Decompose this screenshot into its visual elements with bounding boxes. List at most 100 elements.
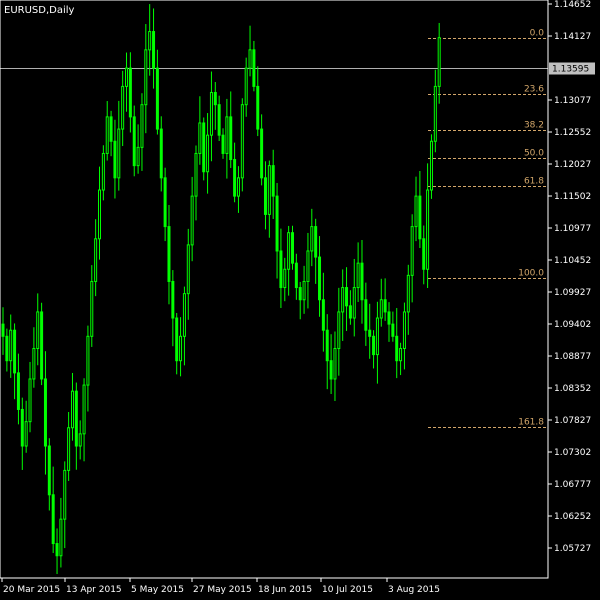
candle [5, 328, 9, 372]
fib-level-label: 61.8 [524, 177, 544, 187]
x-tick-label: 13 Apr 2015 [66, 585, 122, 595]
candle [387, 302, 391, 342]
candle [410, 214, 414, 303]
candle [291, 225, 294, 270]
candle [260, 114, 264, 186]
candle [159, 116, 163, 192]
candle [271, 149, 275, 220]
candle [314, 218, 318, 284]
candle [175, 312, 179, 375]
candle [302, 265, 306, 314]
candle [140, 93, 144, 171]
candle [217, 95, 221, 141]
candle [233, 142, 237, 203]
candle [36, 293, 40, 366]
candle [55, 528, 59, 575]
candle [352, 258, 356, 337]
candle [395, 308, 399, 379]
candle [383, 278, 387, 321]
y-tick-label: 1.10452 [554, 256, 591, 266]
candle [86, 325, 90, 412]
symbol-label: EURUSD,Daily [4, 5, 75, 16]
candle [399, 342, 403, 376]
candle [298, 281, 302, 320]
y-tick-label: 1.14127 [554, 32, 591, 42]
candle [167, 204, 171, 305]
candle [74, 382, 78, 470]
current-price-label: 1.13595 [552, 65, 589, 75]
candle [152, 8, 156, 89]
candle [43, 351, 47, 475]
y-tick-label: 1.13077 [554, 96, 591, 106]
candle [9, 314, 13, 378]
candle [329, 334, 333, 394]
candle [244, 57, 248, 117]
candle [236, 166, 240, 213]
x-tick-label: 18 Jun 2015 [258, 585, 312, 595]
candle [163, 167, 167, 242]
candle [402, 302, 406, 370]
x-tick-label: 3 Aug 2015 [388, 585, 440, 595]
candle [113, 119, 117, 199]
current-price-marker: 1.13595 [549, 62, 595, 75]
candle [121, 70, 125, 147]
fib-level-label: 161.8 [518, 418, 544, 428]
candle [16, 353, 20, 425]
candle [221, 128, 225, 159]
candle [101, 145, 105, 201]
candle [148, 4, 152, 76]
candle [1, 307, 5, 355]
candle [70, 372, 74, 441]
x-tick-label: 5 May 2015 [131, 585, 184, 595]
candle [117, 100, 121, 191]
candle [213, 82, 217, 130]
candle [125, 52, 129, 112]
candle [318, 236, 322, 317]
y-tick-label: 1.11502 [554, 192, 591, 202]
y-tick-label: 1.14652 [554, 0, 591, 10]
candle [98, 166, 101, 260]
candle [229, 91, 233, 168]
time-axis: 20 Mar 2015 13 Apr 2015 5 May 2015 27 May 2… [1, 578, 440, 595]
y-tick-label: 1.07827 [554, 416, 591, 426]
candle [341, 269, 345, 341]
y-tick-label: 1.08877 [554, 352, 591, 362]
candle [144, 24, 148, 134]
candle [109, 110, 113, 157]
y-tick-label: 1.09927 [554, 288, 591, 298]
candle [59, 497, 63, 568]
candle [283, 257, 287, 302]
candle [155, 49, 159, 135]
candle [275, 183, 279, 279]
candle [267, 160, 271, 238]
candle [225, 98, 229, 179]
y-tick-label: 1.09402 [554, 320, 591, 330]
candle [194, 145, 198, 221]
candle [310, 208, 314, 267]
candle [94, 219, 98, 297]
candle [422, 225, 426, 285]
candle [51, 466, 55, 554]
candle [360, 239, 364, 324]
candle [379, 278, 383, 327]
candle [426, 163, 430, 288]
candle [179, 317, 183, 377]
x-tick-label: 27 May 2015 [193, 585, 252, 595]
candle [368, 303, 372, 359]
plot-frame [0, 0, 549, 579]
fibonacci-retracement[interactable]: 0.0 23.6 38.2 50.0 61.8 100.0 161.8 [428, 29, 546, 428]
candle [136, 124, 140, 174]
candle [182, 286, 186, 366]
candle [67, 411, 71, 481]
fib-level-label: 38.2 [524, 121, 544, 131]
candle [206, 113, 210, 194]
y-tick-label: 1.07302 [554, 448, 591, 458]
candle [287, 225, 291, 296]
candle [279, 228, 283, 309]
candle [13, 323, 17, 400]
candle [306, 232, 310, 309]
candle [248, 25, 252, 77]
candles [1, 4, 441, 575]
candle [333, 331, 337, 401]
